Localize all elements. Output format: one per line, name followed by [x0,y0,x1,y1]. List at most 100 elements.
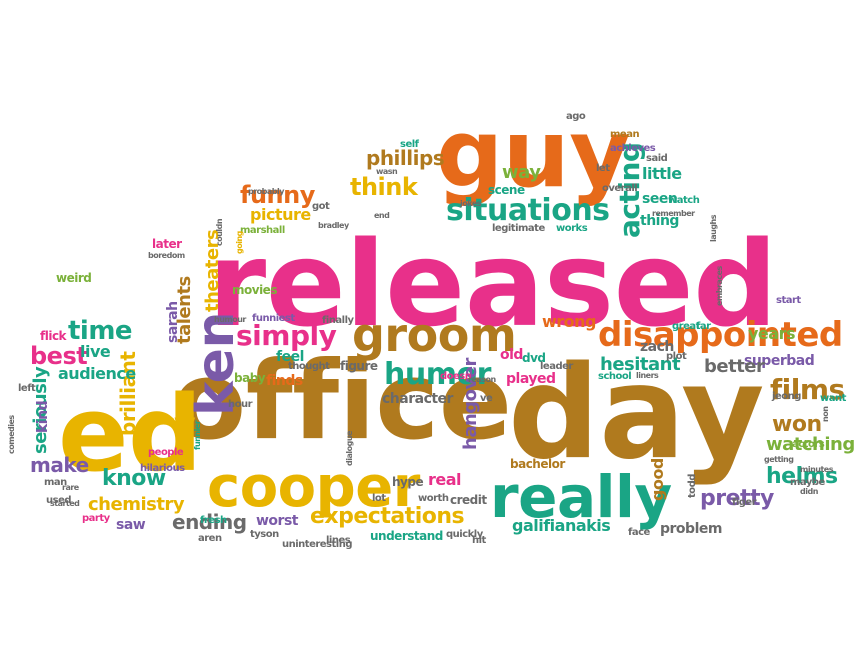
cloud-word: figer [732,497,757,508]
cloud-word: thing [640,213,679,229]
cloud-word: real [428,470,462,489]
cloud-word: way [502,162,541,183]
cloud-word: bradley [318,221,349,230]
cloud-word: make [30,453,89,477]
cloud-word: people [148,447,184,458]
cloud-word: worth [418,493,449,504]
cloud-word: hit [472,535,486,546]
cloud-word: simply [236,319,337,352]
cloud-word: character [382,391,453,407]
cloud-word: end [374,211,390,220]
cloud-word: actors [792,439,825,450]
cloud-word: worst [256,513,298,529]
cloud-word: marshall [240,225,285,236]
cloud-word: wrong [542,312,597,331]
cloud-word: played [506,371,556,387]
cloud-word: school [598,371,632,382]
cloud-word: overall [602,183,638,194]
cloud-word: rare [62,483,79,492]
cloud-word: galifianakis [512,516,611,535]
cloud-word: hour [228,399,253,410]
cloud-word: groom [352,308,517,362]
cloud-word: works [556,223,588,234]
cloud-word: non [821,406,830,422]
cloud-word: sarah [165,301,181,343]
cloud-word: start [776,295,801,306]
cloud-word: know [102,466,166,491]
cloud-word: figure [340,359,378,373]
cloud-word: used [46,495,72,506]
cloud-word: zach [640,339,674,355]
cloud-word: hype [392,475,424,489]
cloud-word: legitimate [492,223,545,234]
cloud-word: flick [40,329,67,343]
cloud-word: picture [250,205,311,224]
cloud-word: ending [172,510,247,534]
cloud-word: man [44,477,67,488]
cloud-word: maybe [790,477,825,488]
cloud-word: little [642,164,682,183]
cloud-word: funny [240,181,315,209]
cloud-word: films [770,373,845,406]
cloud-word: want [820,393,846,404]
cloud-word: aren [198,533,222,544]
cloud-word: hilarious [140,463,185,474]
cloud-word: humor [384,357,491,392]
cloud-word: baby [234,371,266,385]
cloud-word: finds [266,373,303,389]
cloud-word: helms [766,464,838,489]
cloud-word: won [772,412,822,437]
cloud-word: probably [248,187,284,196]
cloud-word: jokes [460,199,482,208]
cloud-word: watch [668,195,700,206]
cloud-word: wasn [376,167,398,176]
cloud-word: best [30,342,88,370]
cloud-word: office [172,339,512,464]
cloud-word: ago [566,111,586,122]
cloud-word: comedies [7,414,16,454]
cloud-word: hesitant [600,354,681,375]
cloud-word: pretty [700,486,774,511]
cloud-word: ed [58,373,202,495]
cloud-word: plot [666,351,687,362]
cloud-word: couldn [215,218,224,246]
cloud-word: todd [687,474,698,498]
cloud-word: thought [288,361,330,372]
cloud-word: really [490,463,672,531]
cloud-word: disappointed [598,315,843,355]
cloud-word: superbad [744,353,815,369]
cloud-word: didn [800,487,818,496]
cloud-word: liners [636,371,659,380]
cloud-word: cooper [207,455,420,520]
cloud-word: got [312,201,330,212]
cloud-word: remember [652,209,695,218]
cloud-word: understand [370,529,443,543]
cloud-word: leader [540,361,573,372]
cloud-word: weird [56,271,92,285]
cloud-word: finally [322,315,354,326]
cloud-word: problem [660,521,722,537]
cloud-word: funnier [193,420,202,450]
cloud-word: bachelor [510,457,565,471]
cloud-word: time [68,316,133,346]
cloud-word: credit [450,493,487,507]
cloud-word: fresh [200,515,227,526]
cloud-word: released [208,215,778,353]
cloud-word: far [696,321,711,332]
cloud-word: left [18,383,36,394]
cloud-word: jeong [772,391,801,402]
cloud-word: minutes [800,465,833,474]
cloud-word: doesn [440,371,472,382]
cloud-word: self [400,139,419,150]
cloud-word: ve [480,393,493,404]
cloud-word: away [168,415,195,426]
cloud-word: quickly [446,529,483,540]
cloud-word: good [648,458,667,502]
cloud-word: audience [58,364,136,383]
cloud-word: expectations [310,504,465,529]
cloud-word: feel [276,349,304,365]
cloud-word: getting [764,455,794,464]
cloud-word: lines [326,535,351,546]
cloud-word: scene [488,183,525,197]
